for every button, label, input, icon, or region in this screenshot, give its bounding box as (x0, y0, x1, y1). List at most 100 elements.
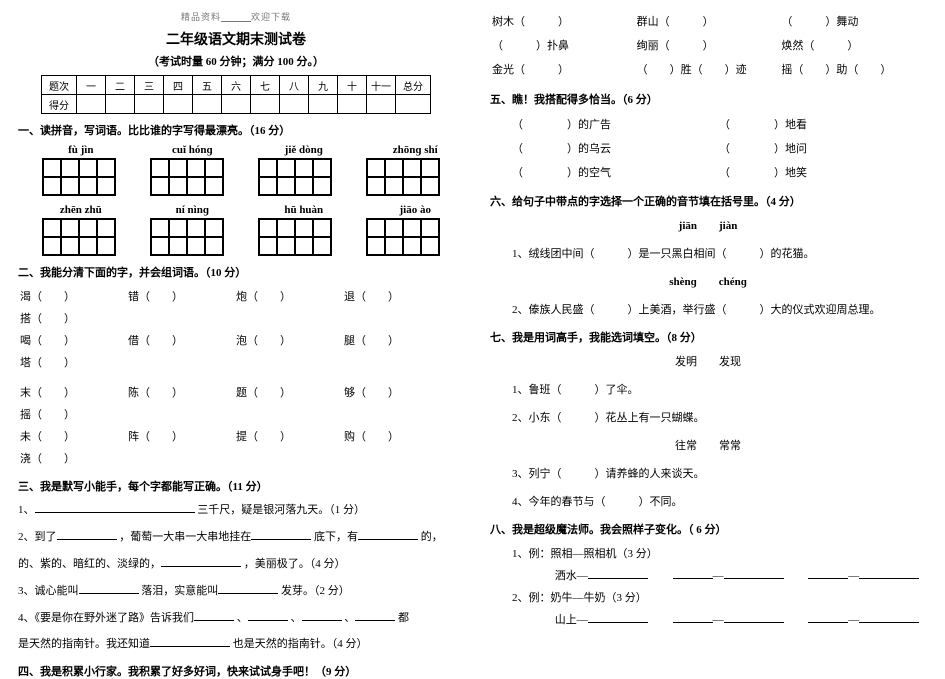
char-pair: 塔（ ） (20, 352, 128, 374)
phrase: （ ）地笑 (719, 161, 926, 185)
score-cell: 十一 (367, 76, 396, 95)
q4-row-2: （ ）扑鼻 绚丽（ ） 焕然（ ） (492, 34, 926, 58)
score-cell: 六 (222, 76, 251, 95)
score-cell: 得分 (42, 95, 77, 114)
tianzige-box (42, 158, 116, 196)
q3-line-2b: 的、紫的、暗红的、淡绿的， ，美丽极了。（4 分） (18, 554, 454, 575)
text: 也是天然的指南针。（4 分） (233, 638, 368, 650)
blank (859, 610, 919, 623)
score-cell: 五 (193, 76, 222, 95)
char-pair-row: 喝（ ） 借（ ） 泡（ ） 腿（ ） 塔（ ） (20, 330, 454, 374)
char-pair: 浇（ ） (20, 448, 128, 470)
pinyin: cuǐ hónɡ (154, 144, 232, 156)
section-5-title: 五、瞧！我搭配得多恰当。（6 分） (490, 91, 926, 107)
score-cell (222, 95, 251, 114)
q3-line-4: 4、《要是你在野外迷了路》告诉我们 、 、 、 都 (18, 608, 454, 629)
score-cell (338, 95, 367, 114)
text: 发芽。（2 分） (281, 585, 350, 597)
right-column: 树木（ ） 群山（ ） （ ）舞动 （ ）扑鼻 绚丽（ ） 焕然（ ） 金光（ … (472, 0, 944, 668)
char-pair: 购（ ） (344, 426, 452, 448)
q8-blank-2: 山上— — — (512, 609, 926, 631)
char-pair: 够（ ） (344, 382, 452, 404)
tianzige-box (150, 158, 224, 196)
score-cell (309, 95, 338, 114)
score-value-row: 得分 (42, 95, 431, 114)
section-8-title: 八、我是超级魔法师。我会照样子变化。（ 6 分） (490, 521, 926, 537)
section-1-title: 一、读拼音，写词语。比比谁的字写得最漂亮。（16 分） (18, 122, 454, 138)
blank (161, 554, 241, 567)
text: 都 (398, 612, 409, 624)
text: 三千尺，疑是银河落九天。（1 分） (197, 504, 365, 516)
score-cell: 九 (309, 76, 338, 95)
text: 的， (421, 531, 443, 543)
q7-line-4: 4、今年的春节与（ ）不同。 (512, 491, 926, 513)
blank (218, 581, 278, 594)
q8-line-2: 2、例：奶牛—牛奶（3 分） (512, 587, 926, 609)
q5-row: （ ）的乌云 （ ）地问 (512, 137, 926, 161)
tianzige-box (258, 158, 332, 196)
char-pair: 喝（ ） (20, 330, 128, 352)
score-cell (251, 95, 280, 114)
score-cell (193, 95, 222, 114)
phrase: 摇（ ）助（ ） (781, 58, 926, 82)
score-header-row: 题次 一 二 三 四 五 六 七 八 九 十 十一 总分 (42, 76, 431, 95)
text: 2、到了 (18, 531, 57, 543)
char-pair: 题（ ） (236, 382, 344, 404)
section-6-title: 六、给句子中带点的字选择一个正确的音节填在括号里。（4 分） (490, 193, 926, 209)
blank (588, 610, 648, 623)
blank (673, 610, 713, 623)
score-cell (164, 95, 193, 114)
char-pair: 未（ ） (20, 426, 128, 448)
q8-blank-1: 洒水— — — (512, 565, 926, 587)
text: 落泪，实意能叫 (141, 585, 218, 597)
q4-row-1: 树木（ ） 群山（ ） （ ）舞动 (492, 10, 926, 34)
q3-line-3: 3、诚心能叫 落泪，实意能叫 发芽。（2 分） (18, 581, 454, 602)
phrase: （ ）扑鼻 (492, 34, 637, 58)
score-cell: 八 (280, 76, 309, 95)
blank (57, 527, 117, 540)
pinyin: jiāo ào (377, 204, 455, 216)
blank (358, 527, 418, 540)
phrase: 树木（ ） (492, 10, 637, 34)
score-cell (135, 95, 164, 114)
phrase: （ ）地看 (719, 113, 926, 137)
char-pair: 搭（ ） (20, 308, 128, 330)
phrase: 群山（ ） (637, 10, 782, 34)
phrase: （ ）的乌云 (512, 137, 719, 161)
char-pair-row: 渴（ ） 错（ ） 炮（ ） 退（ ） 搭（ ） (20, 286, 454, 330)
score-cell: 十 (338, 76, 367, 95)
blank (673, 566, 713, 579)
q3-line-2: 2、到了 ，葡萄一大串一大串地挂在 底下，有 的， (18, 527, 454, 548)
phrase: 绚丽（ ） (637, 34, 782, 58)
section-2-title: 二、我能分清下面的字，并会组词语。（10 分） (18, 264, 454, 280)
score-cell: 七 (251, 76, 280, 95)
char-pair: 阵（ ） (128, 426, 236, 448)
blank (808, 566, 848, 579)
score-cell (367, 95, 396, 114)
q7-line-3: 3、列宁（ ）请养蜂的人来谈天。 (512, 463, 926, 485)
char-pair: 泡（ ） (236, 330, 344, 352)
q7-group-2: 往常 常常 (490, 435, 926, 457)
score-cell (106, 95, 135, 114)
blank (724, 610, 784, 623)
tianzige-box (150, 218, 224, 256)
q3-line-4b: 是天然的指南针。我还知道 也是天然的指南针。（4 分） (18, 634, 454, 655)
score-cell: 二 (106, 76, 135, 95)
char-pair: 退（ ） (344, 286, 452, 308)
text: 、 (237, 612, 248, 624)
pinyin: ní nìnɡ (154, 204, 232, 216)
tianzige-row-2 (42, 218, 454, 256)
left-column: 精品资料 欢迎下载 二年级语文期末测试卷 （考试时量 60 分钟；满分 100 … (0, 0, 472, 668)
text: 4、《要是你在野外迷了路》告诉我们 (18, 612, 194, 624)
phrase: （ ）胜（ ）迹 (637, 58, 782, 82)
text: 1、 (18, 504, 35, 516)
char-pair-row: 末（ ） 陈（ ） 题（ ） 够（ ） 摇（ ） (20, 382, 454, 426)
q3-line-1: 1、 三千尺，疑是银河落九天。（1 分） (18, 500, 454, 521)
page: 精品资料 欢迎下载 二年级语文期末测试卷 （考试时量 60 分钟；满分 100 … (0, 0, 945, 668)
q6-pinyin-1: jiān jiàn (490, 215, 926, 237)
section-7-title: 七、我是用词高手，我能选词填空。（8 分） (490, 329, 926, 345)
text: 山上— (555, 614, 588, 626)
blank (150, 634, 230, 647)
score-table: 题次 一 二 三 四 五 六 七 八 九 十 十一 总分 得分 (41, 75, 431, 114)
phrase: 焕然（ ） (781, 34, 926, 58)
